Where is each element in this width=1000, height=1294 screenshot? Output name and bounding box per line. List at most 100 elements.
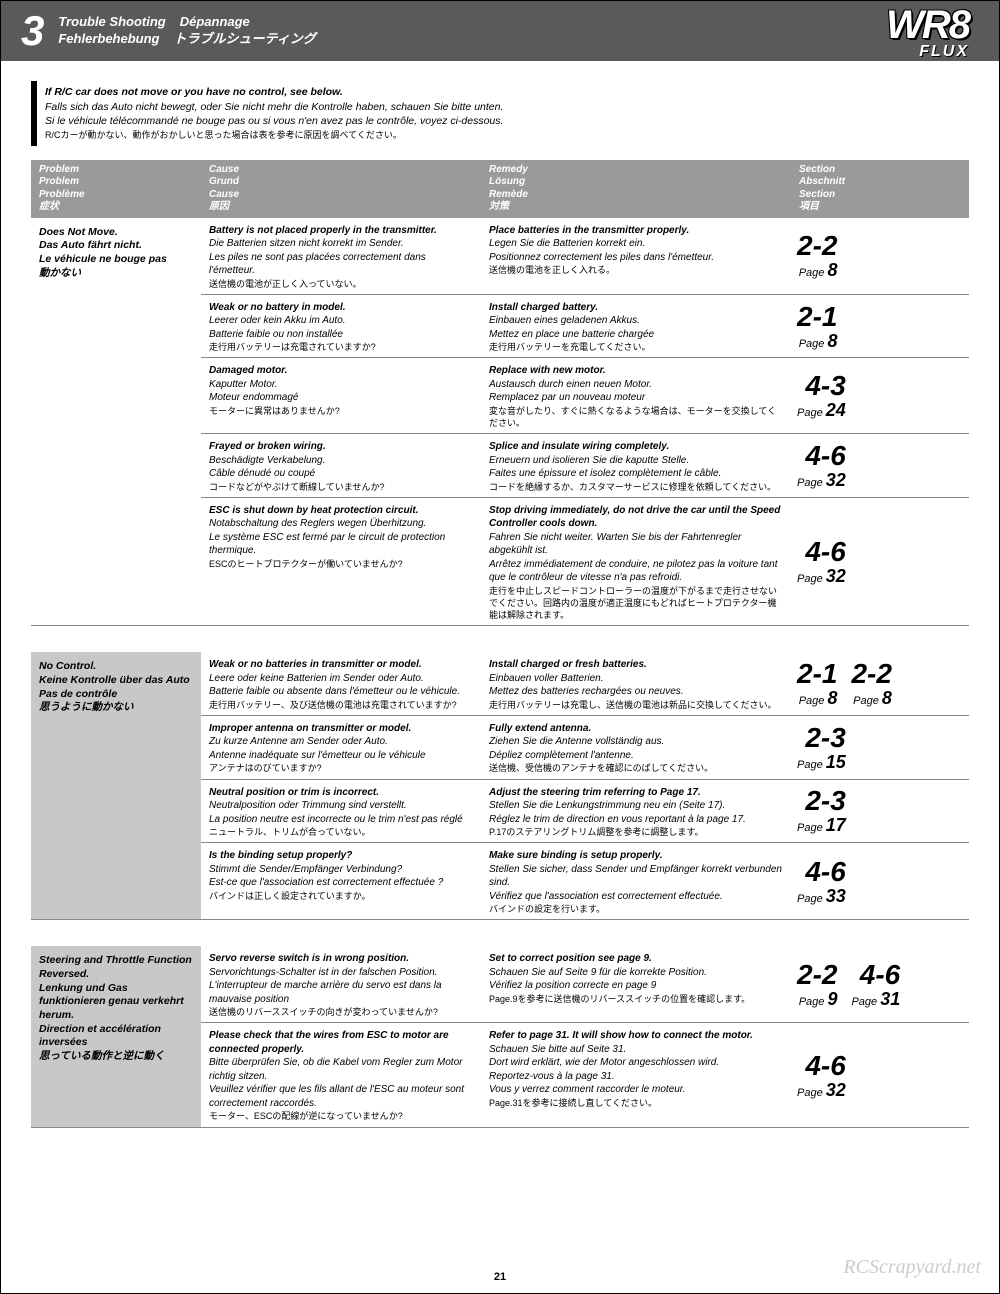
title-de: Fehlerbehebung <box>58 31 159 48</box>
section-ref: 4-3Page 24 <box>797 372 846 421</box>
problem-group: No Control.Keine Kontrolle über das Auto… <box>31 652 969 920</box>
cause-cell: Frayed or broken wiring.Beschädigte Verk… <box>201 440 481 493</box>
wr8-flux-logo: WR8 FLUX <box>886 7 969 61</box>
section-ref: 2-2Page 9 <box>797 961 837 1010</box>
section-num: 4-6 <box>797 1052 846 1080</box>
col-problem: ProblemProblemProblème症状 <box>31 164 201 214</box>
section-ref: 2-1Page 8 <box>797 660 837 709</box>
section-num: 4-6 <box>797 538 846 566</box>
problem-group: Does Not Move.Das Auto fährt nicht.Le vé… <box>31 218 969 627</box>
group-spacer <box>31 920 969 946</box>
table-row: Neutral position or trim is incorrect.Ne… <box>201 780 969 844</box>
table-row: Please check that the wires from ESC to … <box>201 1023 969 1126</box>
section-page: Page 15 <box>797 752 846 773</box>
section-cell: 2-1Page 82-2Page 8 <box>791 658 969 711</box>
section-page: Page 33 <box>797 886 846 907</box>
remedy-cell: Set to correct position see page 9.Schau… <box>481 952 791 1018</box>
problem-group: Steering and Throttle Function Reversed.… <box>31 946 969 1127</box>
remedy-cell: Adjust the steering trim referring to Pa… <box>481 786 791 839</box>
rows-column: Weak or no batteries in transmitter or m… <box>201 652 969 919</box>
cause-cell: Improper antenna on transmitter or model… <box>201 722 481 775</box>
section-page: Page 32 <box>797 470 846 491</box>
problem-label: Does Not Move.Das Auto fährt nicht.Le vé… <box>31 218 201 626</box>
cause-cell: Weak or no batteries in transmitter or m… <box>201 658 481 711</box>
table-row: Is the binding setup properly?Stimmt die… <box>201 843 969 919</box>
section-ref: 4-6Page 32 <box>797 1052 846 1101</box>
rows-column: Servo reverse switch is in wrong positio… <box>201 946 969 1126</box>
section-page: Page 9 <box>797 989 837 1010</box>
manual-page: 3 Trouble Shooting Dépannage Fehlerbeheb… <box>0 0 1000 1294</box>
table-row: Weak or no battery in model.Leerer oder … <box>201 295 969 359</box>
header-bar: 3 Trouble Shooting Dépannage Fehlerbeheb… <box>1 1 999 61</box>
col-remedy: RemedyLösungRemède対策 <box>481 164 791 214</box>
col-section: SectionAbschnittSection項目 <box>791 164 969 214</box>
table-row: Damaged motor.Kaputter Motor.Moteur endo… <box>201 358 969 434</box>
section-page: Page 8 <box>797 688 837 709</box>
group-spacer <box>31 626 969 652</box>
remedy-cell: Make sure binding is setup properly.Stel… <box>481 849 791 915</box>
remedy-cell: Place batteries in the transmitter prope… <box>481 224 791 290</box>
col-cause: CauseGrundCause原因 <box>201 164 481 214</box>
table-row: Battery is not placed properly in the tr… <box>201 218 969 295</box>
cause-cell: Damaged motor.Kaputter Motor.Moteur endo… <box>201 364 481 429</box>
section-num: 2-3 <box>797 724 846 752</box>
cause-cell: ESC is shut down by heat protection circ… <box>201 504 481 621</box>
cause-cell: Is the binding setup properly?Stimmt die… <box>201 849 481 915</box>
section-ref: 2-3Page 15 <box>797 724 846 773</box>
problem-label: Steering and Throttle Function Reversed.… <box>31 946 201 1126</box>
table-row: Servo reverse switch is in wrong positio… <box>201 946 969 1023</box>
cause-cell: Battery is not placed properly in the tr… <box>201 224 481 290</box>
table-row: Weak or no batteries in transmitter or m… <box>201 652 969 716</box>
remedy-cell: Replace with new motor.Austausch durch e… <box>481 364 791 429</box>
section-cell: 4-6Page 32 <box>791 440 969 493</box>
section-ref: 2-2Page 8 <box>797 232 837 281</box>
cause-cell: Neutral position or trim is incorrect.Ne… <box>201 786 481 839</box>
watermark: RCScrapyard.net <box>843 1256 981 1279</box>
table-row: ESC is shut down by heat protection circ… <box>201 498 969 625</box>
intro-en: If R/C car does not move or you have no … <box>45 85 961 100</box>
section-num: 2-2 <box>797 961 837 989</box>
section-ref: 2-3Page 17 <box>797 787 846 836</box>
cause-cell: Please check that the wires from ESC to … <box>201 1029 481 1122</box>
section-num: 2-1 <box>797 660 837 688</box>
section-ref: 2-1Page 8 <box>797 303 837 352</box>
remedy-cell: Refer to page 31. It will show how to co… <box>481 1029 791 1122</box>
intro-block: If R/C car does not move or you have no … <box>31 81 969 146</box>
intro-fr: Si le véhicule télécommandé ne bouge pas… <box>45 114 961 129</box>
section-ref: 4-6Page 33 <box>797 858 846 907</box>
title-en: Trouble Shooting <box>58 14 165 31</box>
section-page: Page 8 <box>797 260 837 281</box>
column-headers: ProblemProblemProblème症状 CauseGrundCause… <box>31 160 969 218</box>
section-page: Page 32 <box>797 566 846 587</box>
remedy-cell: Install charged or fresh batteries.Einba… <box>481 658 791 711</box>
section-ref: 2-2Page 8 <box>851 660 891 709</box>
logo-wr8: WR8 <box>886 7 969 43</box>
remedy-cell: Stop driving immediately, do not drive t… <box>481 504 791 621</box>
section-cell: 2-2Page 8 <box>791 224 969 290</box>
section-num: 4-6 <box>851 961 900 989</box>
section-num: 4-3 <box>797 372 846 400</box>
remedy-cell: Fully extend antenna.Ziehen Sie die Ante… <box>481 722 791 775</box>
section-num: 4-6 <box>797 442 846 470</box>
section-cell: 2-3Page 17 <box>791 786 969 839</box>
table-row: Frayed or broken wiring.Beschädigte Verk… <box>201 434 969 498</box>
section-num: 4-6 <box>797 858 846 886</box>
cause-cell: Weak or no battery in model.Leerer oder … <box>201 301 481 354</box>
section-page: Page 17 <box>797 815 846 836</box>
section-ref: 4-6Page 31 <box>851 961 900 1010</box>
section-cell: 2-1Page 8 <box>791 301 969 354</box>
remedy-cell: Splice and insulate wiring completely.Er… <box>481 440 791 493</box>
header-titles: Trouble Shooting Dépannage Fehlerbehebun… <box>58 14 315 48</box>
remedy-cell: Install charged battery.Einbauen eines g… <box>481 301 791 354</box>
section-ref: 4-6Page 32 <box>797 442 846 491</box>
section-ref: 4-6Page 32 <box>797 538 846 587</box>
title-fr: Dépannage <box>180 14 250 31</box>
section-number: 3 <box>21 7 44 55</box>
section-page: Page 8 <box>851 688 891 709</box>
section-cell: 4-6Page 32 <box>791 1029 969 1122</box>
section-num: 2-2 <box>797 232 837 260</box>
section-cell: 2-2Page 9 4-6Page 31 <box>791 952 969 1018</box>
intro-jp: R/Cカーが動かない、動作がおかしいと思った場合は表を参考に原因を調べてください… <box>45 129 961 142</box>
section-num: 2-1 <box>797 303 837 331</box>
section-num: 2-2 <box>851 660 891 688</box>
